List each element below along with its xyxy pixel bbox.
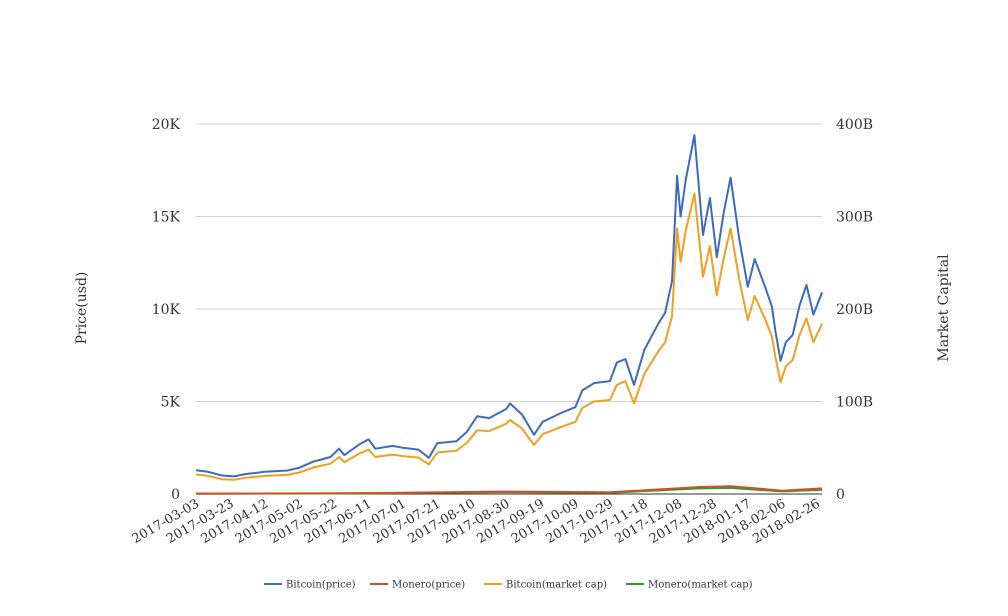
right-y-axis: 0 100B 200B 300B 400B (836, 117, 873, 503)
left-tick-label: 0 (171, 487, 180, 503)
left-axis-title: Price(usd) (74, 272, 90, 345)
series-line-bitcoin-price (195, 134, 823, 478)
x-axis: 2017-03-032017-03-232017-04-122017-05-02… (130, 496, 823, 546)
series-line-monero-price (195, 485, 823, 495)
right-tick-label: 400B (836, 117, 873, 133)
left-tick-label: 15K (152, 210, 181, 226)
gridlines (196, 123, 822, 495)
series-line-bitcoin-market-cap (195, 192, 823, 481)
left-tick-label: 20K (152, 117, 181, 133)
legend-label: Monero(market cap) (648, 580, 753, 591)
legend-label: Monero(price) (392, 580, 465, 591)
left-tick-label: 10K (152, 302, 181, 318)
left-y-axis: 0 5K 10K 15K 20K (152, 117, 181, 503)
right-tick-label: 200B (836, 302, 873, 318)
right-axis-title: Market Capital (936, 254, 952, 362)
legend: Bitcoin(price) Monero(price) Bitcoin(marke… (264, 580, 753, 591)
right-tick-label: 100B (836, 395, 873, 411)
legend-label: Bitcoin(market cap) (506, 580, 607, 591)
legend-label: Bitcoin(price) (286, 580, 356, 591)
right-tick-label: 0 (836, 487, 845, 503)
right-tick-label: 300B (836, 210, 873, 226)
series-lines (195, 134, 823, 495)
left-tick-label: 5K (161, 395, 181, 411)
